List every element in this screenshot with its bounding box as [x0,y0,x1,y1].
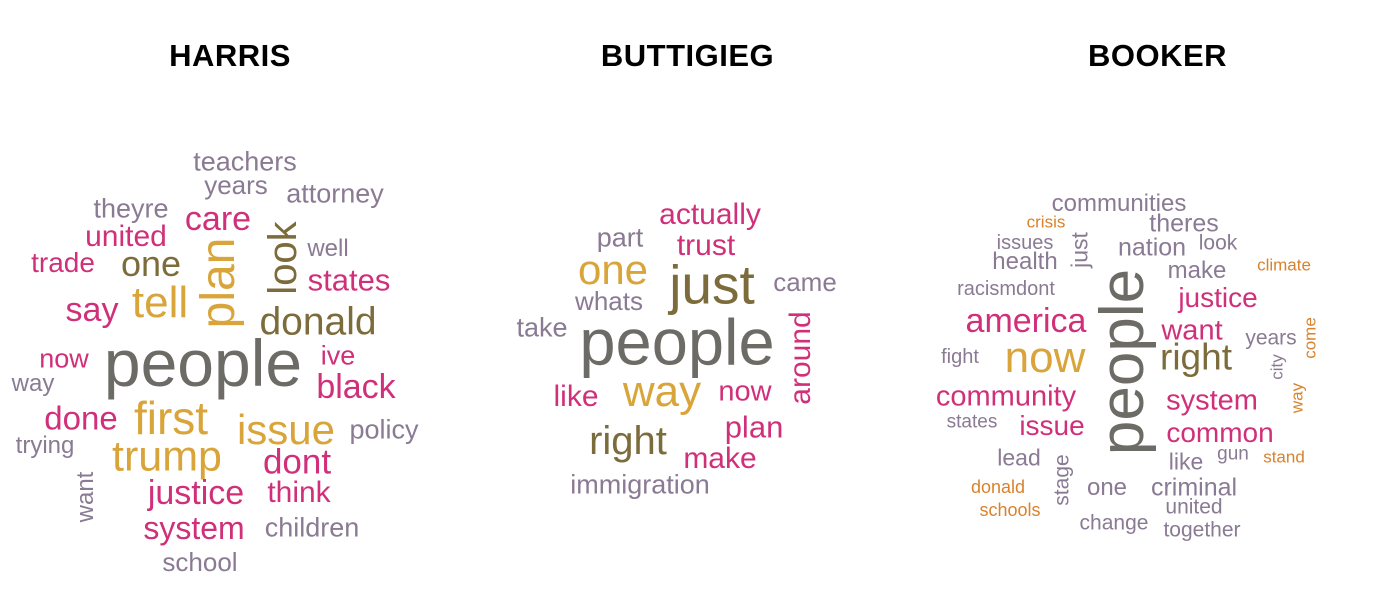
word-united: united [85,220,167,253]
word-whats: whats [575,286,643,316]
word-trade: trade [31,247,95,278]
word-well: well [307,235,349,262]
word-now: now [718,375,772,408]
word-issue: issue [1019,410,1085,441]
word-like: like [1168,448,1204,475]
word-make: make [1167,257,1227,284]
word-just: just [1066,232,1093,268]
word-fight: fight [941,346,979,368]
word-stand: stand [1263,447,1305,467]
word-care: care [184,200,252,238]
word-first: first [133,392,209,444]
harris-word-cloud: teachers years attorney theyre care united loo… [0,0,460,615]
word-states: states [946,411,998,433]
word-common: common [1166,417,1274,448]
word-actually: actually [659,198,761,231]
word-health: health [992,248,1058,275]
word-schools: schools [979,500,1041,520]
harris-panel: HARRIS teachers years attorney theyre care un… [0,0,460,615]
word-america: america [965,302,1087,340]
buttigieg-title: BUTTIGIEG [600,38,775,73]
word-theyre: theyre [93,193,169,224]
word-plan: plan [192,237,245,329]
word-people: people [1088,268,1157,456]
word-trump: trump [112,432,222,481]
word-issue: issue [236,406,336,453]
word-now: now [39,343,89,374]
word-came: came [773,267,837,297]
word-teachers: teachers [193,146,297,177]
word-done: done [44,399,118,437]
word-want: want [72,471,99,523]
word-donald: donald [970,477,1026,497]
harris-title: HARRIS [169,38,291,73]
word-system: system [1166,384,1258,417]
word-people: people [579,305,775,379]
word-around: around [784,311,817,405]
word-system: system [143,510,245,546]
word-come: come [1300,317,1320,359]
word-look: look [261,221,305,295]
word-plan: plan [724,409,784,445]
word-theres: theres [1149,209,1219,238]
word-years: years [204,170,268,200]
word-school: school [162,547,238,577]
booker-panel: BOOKER communities crisis theres issues just… [915,0,1400,615]
word-immigration: immigration [570,469,710,500]
booker-word-cloud: communities crisis theres issues just nation l… [915,0,1400,615]
word-tell: tell [131,278,189,327]
word-justice: justice [147,474,245,512]
word-dont: dont [262,442,332,482]
word-right: right [1160,336,1232,378]
word-nation: nation [1117,233,1187,262]
word-donald: donald [259,300,377,344]
word-think: think [267,476,331,509]
word-way: way [11,370,55,397]
word-trust: trust [676,229,736,262]
word-one: one [1086,474,1128,501]
word-criminal: criminal [1150,473,1238,502]
word-want: want [1161,314,1223,347]
word-communities: communities [1051,190,1187,217]
word-justice: justice [1178,282,1258,313]
word-like: like [553,380,599,413]
word-racismdont: racismdont [957,278,1055,300]
word-years: years [1245,326,1297,350]
word-take: take [516,312,568,343]
word-states: states [307,262,391,298]
word-right: right [589,419,667,463]
booker-title: BOOKER [1087,38,1228,73]
word-way: way [1287,382,1307,414]
word-one: one [120,243,182,284]
word-gun: gun [1217,443,1249,465]
word-climate: climate [1257,255,1311,275]
word-black: black [316,368,396,406]
word-city: city [1267,354,1287,380]
word-now: now [1004,333,1086,382]
word-ive: ive [320,340,356,371]
word-look: look [1198,231,1238,255]
buttigieg-panel: BUTTIGIEG actually part trust one just came wh… [460,0,915,615]
word-just: just [669,253,755,316]
word-policy: policy [349,414,419,445]
word-children: children [264,512,360,543]
word-make: make [683,442,757,475]
word-issues: issues [996,232,1054,254]
word-united: united [1165,495,1223,519]
word-attorney: attorney [286,178,384,209]
word-change: change [1079,511,1149,535]
buttigieg-word-cloud: actually part trust one just came whats take peo… [460,0,915,615]
word-one: one [577,246,649,293]
word-part: part [596,222,644,253]
word-trying: trying [15,432,75,459]
word-stage: stage [1050,454,1074,506]
word-crisis: crisis [1026,212,1066,232]
word-community: community [935,380,1077,413]
word-way: way [622,367,702,416]
word-lead: lead [997,444,1041,471]
word-together: together [1163,518,1241,542]
word-people: people [103,326,303,400]
word-say: say [65,291,119,329]
